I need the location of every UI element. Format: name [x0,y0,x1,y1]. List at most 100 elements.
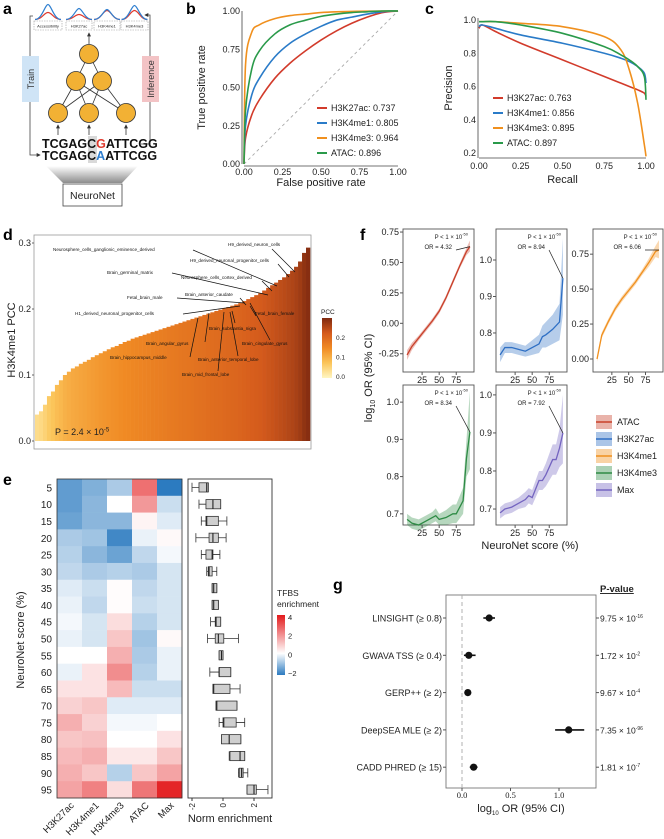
pcc-bar [138,336,143,441]
y-tick-label: 0.3 [18,238,31,248]
pcc-bar [62,375,68,441]
row-label: 10 [41,500,53,511]
box [222,717,237,728]
pcc-bar [146,333,151,441]
heatmap-cell [57,663,83,681]
heatmap-cell [107,697,133,715]
variant-highlight [88,136,97,163]
x-tick-label: 2 [250,802,259,807]
legend-label: H3K4me3 [617,468,657,478]
heatmap-cell [82,546,108,564]
y-label-rest: OR (95% CI) [363,334,375,400]
box [198,482,209,493]
ref-allele: G [96,137,106,151]
signal-peaks [34,3,148,21]
y-tick-label: 1.0 [479,390,492,400]
heatmap-cell [107,781,133,799]
pcc-bar [226,307,231,441]
pcc-bar [35,414,40,441]
x-tick-label: 75 [451,528,461,538]
y-axis-label: NeuroNet score (%) [15,591,27,688]
pcc-bar [102,351,108,441]
y-tick-label: 0.25 [222,121,240,131]
y-tick-label: 0.75 [222,44,240,54]
heatmap-cell [57,562,83,581]
pcc-bar [162,328,167,441]
row-label: 15 [41,517,53,528]
y-tick-label: 0.9 [479,428,492,438]
seq-left: TCGAGC [42,149,96,163]
annotation-arrow-line [548,405,564,434]
row-label: DeepSEA MLE (≥ 2) [361,725,442,735]
y-tick-label: 0.75 [571,249,589,259]
p-value-exponent: -2 [636,651,641,657]
or-panel-atac: -0.25 0.00 0.25 0.50 0.75 25 50 75 P < 1 × 10-50… [378,227,475,385]
heatmap-cell [107,512,133,530]
x-tick-label: 75 [544,528,554,538]
panel-frame [592,228,664,373]
y-label-subscript: 10 [370,400,377,408]
p-value-annotation-base: P = 2.4 × 10 [55,427,104,437]
pcc-bar [150,332,155,441]
p-value-base: 9.75 × 10 [600,614,636,624]
x-tick-label: 0.75 [351,167,369,177]
y-axis-label: Precision [443,65,455,110]
pcc-bar [166,326,171,441]
y-tick-label: 0.7 [479,504,492,514]
heatmap-cell [157,714,183,732]
label-leader-line [261,280,273,292]
y-tick-label: 0.9 [386,434,399,444]
heatmap-cell [157,596,183,614]
heatmap-cell [82,613,108,631]
or-panel-h3k4me1: 0.00 0.25 0.50 0.75 25 50 75 P < 1 × 10-50 OR = … [571,228,664,385]
pcc-bar [186,320,191,441]
label-leader-line [249,302,271,341]
x-tick-label: 0.50 [554,161,572,171]
pcc-colorbar [322,318,332,378]
label-leader-line [229,311,239,357]
y-tick-label: 0.25 [381,288,399,298]
x-label-rest: OR (95% CI) [499,803,565,815]
panel-label-c: c [425,1,434,18]
heatmap-cell [82,680,108,698]
y-tick-label: 0.00 [571,354,589,364]
heatmap-cell [132,529,158,547]
x-tick-label: 75 [544,375,554,385]
p-value-header: P-value [600,584,634,595]
x-tick-label: 0.75 [595,161,613,171]
pcc-bar [158,329,163,441]
p-annotation: P < 1 × 10-50 [624,232,658,242]
pcc-bar [274,282,279,441]
x-axis-label: log10 OR (95% CI) [477,803,564,817]
box [229,751,246,762]
heatmap-cell [132,596,158,614]
row-label: 30 [41,567,53,578]
pcc-bar [126,340,131,441]
x-tick-label: 50 [527,375,537,385]
pcc-bar [202,314,207,441]
y-tick-label: 0.8 [479,328,492,338]
box [214,633,225,644]
alt-allele: A [96,149,105,163]
or-line [499,278,564,356]
or-annotation: OR = 6.06 [613,245,641,251]
box [211,583,218,594]
sample-label: Fetal_brain_female [255,311,295,316]
heatmap-cell [132,495,158,513]
pcc-bar [122,342,127,441]
panel-frame [495,384,568,526]
heatmap-cell [82,764,108,782]
box [221,734,242,745]
x-tick-label: 25 [607,375,617,385]
heatmap-cell [132,730,158,748]
output-node [79,44,99,64]
heatmap-cell [132,479,158,497]
p-value: 9.75 × 10-16 [600,614,643,624]
label-leader-line [277,263,290,278]
track-label-h3k27ac: H3K27ac [71,24,87,29]
legend-tick-label: 2 [288,632,292,641]
sample-label: Neurosphere_cells_ganglionic_eminence_de… [53,247,155,252]
x-tick-label: 1.0 [554,790,565,800]
heatmap-cell [107,680,133,698]
heatmap-cell [57,781,83,799]
